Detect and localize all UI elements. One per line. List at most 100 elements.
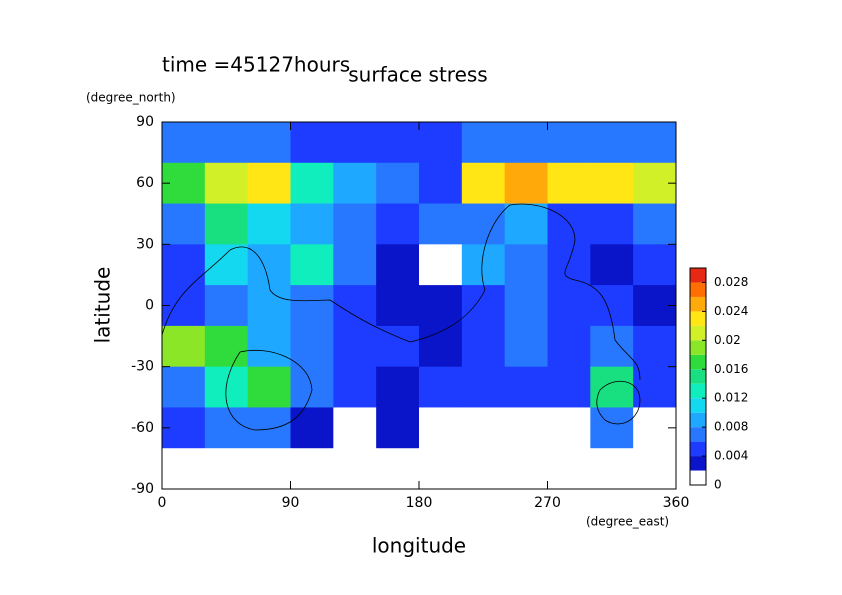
contour-cell (247, 162, 291, 205)
x-axis-label: longitude (372, 534, 466, 558)
contour-cell (247, 285, 291, 327)
contour-cell (461, 325, 506, 368)
contour-cell (247, 203, 291, 245)
coastline (161, 203, 641, 431)
colorbar-band (690, 369, 706, 384)
contour-cell (504, 203, 548, 245)
contour-cell (247, 122, 291, 164)
x-tick-label: 180 (406, 495, 433, 511)
x-tick-label: 270 (534, 495, 561, 511)
contour-cell (419, 366, 463, 408)
contour-cell (204, 325, 249, 368)
colorbar-band (690, 311, 706, 326)
contour-cell (633, 366, 677, 408)
colorbar: 0 0.004 0.008 0.012 0.016 0.02 0.024 0.028 (689, 267, 748, 492)
contour-cell (504, 448, 548, 490)
colorbar-band (690, 354, 706, 370)
x-tick-label: 0 (158, 495, 167, 511)
y-units: (degree_north) (86, 91, 176, 105)
contour-cell (461, 366, 506, 408)
contour-cell (633, 325, 677, 368)
contour-cell (504, 285, 548, 327)
contour-cell (376, 244, 420, 286)
contour-cell (547, 407, 591, 449)
axes: 0 90 180 270 360 -90 -60 -30 0 30 60 90 (131, 114, 689, 511)
contour-cell (333, 366, 377, 408)
contour-cell (461, 162, 506, 205)
contour-cell (590, 366, 634, 408)
contour-cell (419, 448, 463, 490)
contour-cell (547, 285, 591, 327)
contour-cell (547, 325, 591, 368)
colorbar-frame (689, 267, 707, 486)
colorbar-tick-label: 0.012 (714, 391, 748, 405)
contour-cell (547, 366, 591, 408)
contour-cell (633, 244, 677, 286)
contour-cell (204, 407, 249, 449)
contour-cell (504, 407, 548, 449)
contour-cell (247, 325, 291, 368)
contour-cell (590, 448, 634, 490)
contour-cell (547, 203, 591, 245)
contour-cell (204, 448, 249, 490)
colorbar-band (690, 456, 706, 471)
contour-cell (633, 122, 677, 164)
contour-cell (290, 203, 334, 245)
contour-cell (504, 366, 548, 408)
y-tick-label: -30 (131, 359, 154, 375)
contour-cell (376, 325, 420, 368)
contour-cell (290, 407, 334, 449)
contour-cell (204, 162, 249, 205)
contour-cell (547, 448, 591, 490)
colorbar-band (690, 325, 706, 341)
colorbar-band (690, 398, 706, 413)
contour-cell (162, 366, 206, 408)
x-tick-label: 360 (663, 495, 690, 511)
contour-cell (504, 325, 548, 368)
colorbar-band (690, 268, 706, 283)
contour-cell (333, 448, 377, 490)
contour-cell (419, 325, 463, 368)
contour-cell (590, 244, 634, 286)
colorbar-band (690, 340, 706, 355)
contour-cell (461, 407, 506, 449)
contour-cell (376, 285, 420, 327)
contour-field (162, 122, 677, 490)
contour-cell (376, 407, 420, 449)
contour-cell (247, 366, 291, 408)
contour-cell (162, 122, 206, 164)
contour-cell (547, 244, 591, 286)
y-tick-label: 30 (136, 236, 154, 252)
contour-cell (633, 203, 677, 245)
contour-cell (333, 122, 377, 164)
contour-cell (333, 244, 377, 286)
colorbar-tick-label: 0.004 (714, 449, 748, 463)
colorbar-tick-label: 0 (714, 478, 722, 492)
contour-cell (247, 407, 291, 449)
contour-cell (419, 122, 463, 164)
colorbar-band (690, 412, 706, 428)
contour-cell (590, 325, 634, 368)
colorbar-band (690, 441, 706, 457)
contour-cell (333, 203, 377, 245)
contour-cell (504, 244, 548, 286)
contour-cell (247, 448, 291, 490)
contour-cell (333, 407, 377, 449)
contour-cell (376, 203, 420, 245)
contour-cell (590, 203, 634, 245)
contour-cell (419, 407, 463, 449)
colorbar-tick-label: 0.016 (714, 362, 748, 376)
contour-cell (376, 122, 420, 164)
colorbar-tick-label: 0.008 (714, 420, 748, 434)
contour-cell (419, 244, 463, 286)
contour-cell (290, 366, 334, 408)
contour-cell (419, 203, 463, 245)
contour-cell (461, 448, 506, 490)
contour-cell (204, 244, 249, 286)
contour-cell (204, 285, 249, 327)
y-axis-label: latitude (91, 267, 115, 344)
contour-cell (419, 285, 463, 327)
contour-cell (247, 244, 291, 286)
contour-cell (504, 162, 548, 205)
